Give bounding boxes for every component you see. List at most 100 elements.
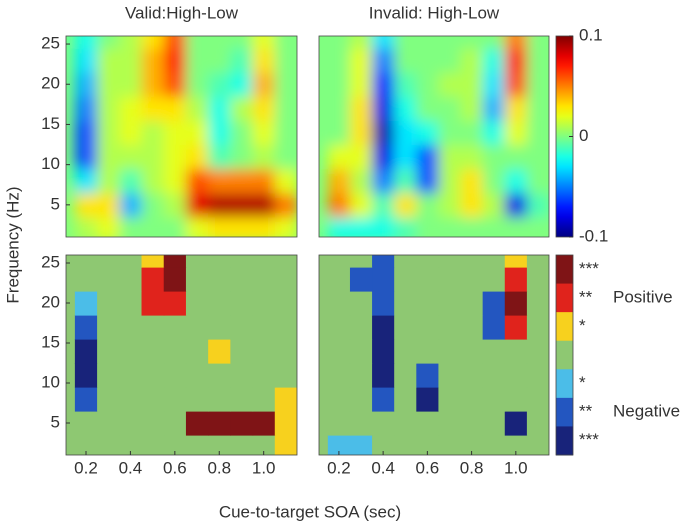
heatmap-cell: [252, 120, 276, 146]
heatmap-cell: [230, 72, 254, 97]
heatmap-cell: [416, 48, 440, 73]
x-tick-label: 0.8: [460, 458, 484, 477]
heatmap-cell: [163, 363, 187, 388]
heatmap-cell: [526, 387, 549, 412]
heatmap-cell: [349, 411, 373, 436]
heatmap-cell: [208, 255, 231, 268]
heatmap-cell: [163, 36, 187, 49]
heatmap-cell: [327, 411, 351, 436]
heatmap-cell: [163, 291, 187, 316]
heatmap-cell: [208, 96, 231, 122]
heatmap-cell: [230, 411, 254, 436]
heatmap-cell: [141, 48, 165, 73]
heatmap-cell: [349, 216, 373, 237]
heatmap-cell: [119, 267, 143, 292]
panel-title: Valid:High-Low: [125, 3, 239, 22]
heatmap-cell: [274, 435, 297, 455]
heatmap-cell: [460, 255, 484, 268]
colorbar-level-label: **: [579, 402, 593, 421]
heatmap-cell: [372, 48, 395, 73]
heatmap-cell: [327, 435, 351, 455]
heatmap-cell: [416, 192, 440, 218]
heatmap-cell: [97, 144, 120, 170]
heatmap-cell: [438, 96, 462, 122]
x-tick-label: 0.8: [207, 458, 231, 477]
heatmap-cell: [141, 144, 165, 170]
heatmap-cell: [119, 144, 143, 170]
heatmap-cell: [97, 168, 120, 194]
heatmap-cell: [119, 36, 143, 49]
heatmap-cell: [230, 144, 254, 170]
heatmap-cell: [504, 216, 528, 237]
heatmap-cell: [394, 255, 417, 268]
heatmap-cell: [97, 387, 120, 412]
heatmap-cell: [526, 339, 549, 364]
panel-title: Invalid: High-Low: [369, 3, 500, 22]
heatmap-cell: [438, 192, 462, 218]
heatmap-cell: [141, 411, 165, 436]
heatmap-panel: [319, 255, 549, 455]
heatmap-panel: [66, 36, 297, 237]
heatmap-cell: [141, 255, 165, 268]
heatmap-cell: [372, 339, 395, 364]
heatmap-cell: [349, 435, 373, 455]
heatmap-cell: [394, 168, 417, 194]
heatmap-cell: [349, 387, 373, 412]
heatmap-cell: [372, 267, 395, 292]
heatmap-cell: [252, 48, 276, 73]
heatmap-cell: [372, 36, 395, 49]
heatmap-cell: [349, 363, 373, 388]
heatmap-cell: [482, 144, 506, 170]
heatmap-cell: [230, 120, 254, 146]
heatmap-cell: [372, 411, 395, 436]
heatmap-cell: [274, 144, 297, 170]
heatmap-cell: [482, 315, 506, 340]
heatmap-cell: [252, 192, 276, 218]
heatmap-cell: [394, 363, 417, 388]
heatmap-cell: [327, 363, 351, 388]
heatmap-cell: [349, 120, 373, 146]
colorbar-frame: [555, 254, 574, 456]
x-tick-label: 0.2: [74, 458, 98, 477]
heatmap-cell: [141, 36, 165, 49]
heatmap-cell: [97, 411, 120, 436]
heatmap-cell: [208, 120, 231, 146]
heatmap-cell: [394, 36, 417, 49]
heatmap-cell: [252, 411, 276, 436]
heatmap-cell: [327, 144, 351, 170]
heatmap-cell: [74, 411, 98, 436]
heatmap-cell: [230, 339, 254, 364]
heatmap-cell: [97, 216, 120, 237]
heatmap-cell: [208, 339, 231, 364]
heatmap-cell: [482, 72, 506, 97]
heatmap-cell: [349, 291, 373, 316]
heatmap-cell: [372, 120, 395, 146]
heatmap-cell: [349, 72, 373, 97]
heatmap-cell: [97, 267, 120, 292]
heatmap-cell: [349, 144, 373, 170]
heatmap-cell: [163, 216, 187, 237]
heatmap-cell: [482, 48, 506, 73]
heatmap-cell: [97, 96, 120, 122]
heatmap-cell: [394, 387, 417, 412]
heatmap-cell: [274, 339, 297, 364]
heatmap-cell: [163, 72, 187, 97]
heatmap-cell: [327, 96, 351, 122]
heatmap-cell: [438, 339, 462, 364]
heatmap-cell: [185, 120, 209, 146]
heatmap-cell: [119, 96, 143, 122]
heatmap-cell: [372, 255, 395, 268]
heatmap-cell: [208, 387, 231, 412]
heatmap-cell: [504, 411, 528, 436]
heatmap-cell: [504, 120, 528, 146]
heatmap-cell: [327, 339, 351, 364]
heatmap-cell: [526, 435, 549, 455]
heatmap-cell: [438, 435, 462, 455]
heatmap-cell: [438, 36, 462, 49]
heatmap-cell: [74, 48, 98, 73]
heatmap-cell: [327, 315, 351, 340]
heatmap-cell: [526, 267, 549, 292]
heatmap-cell: [460, 315, 484, 340]
heatmap-cells: [327, 36, 549, 237]
heatmap-cell: [438, 120, 462, 146]
